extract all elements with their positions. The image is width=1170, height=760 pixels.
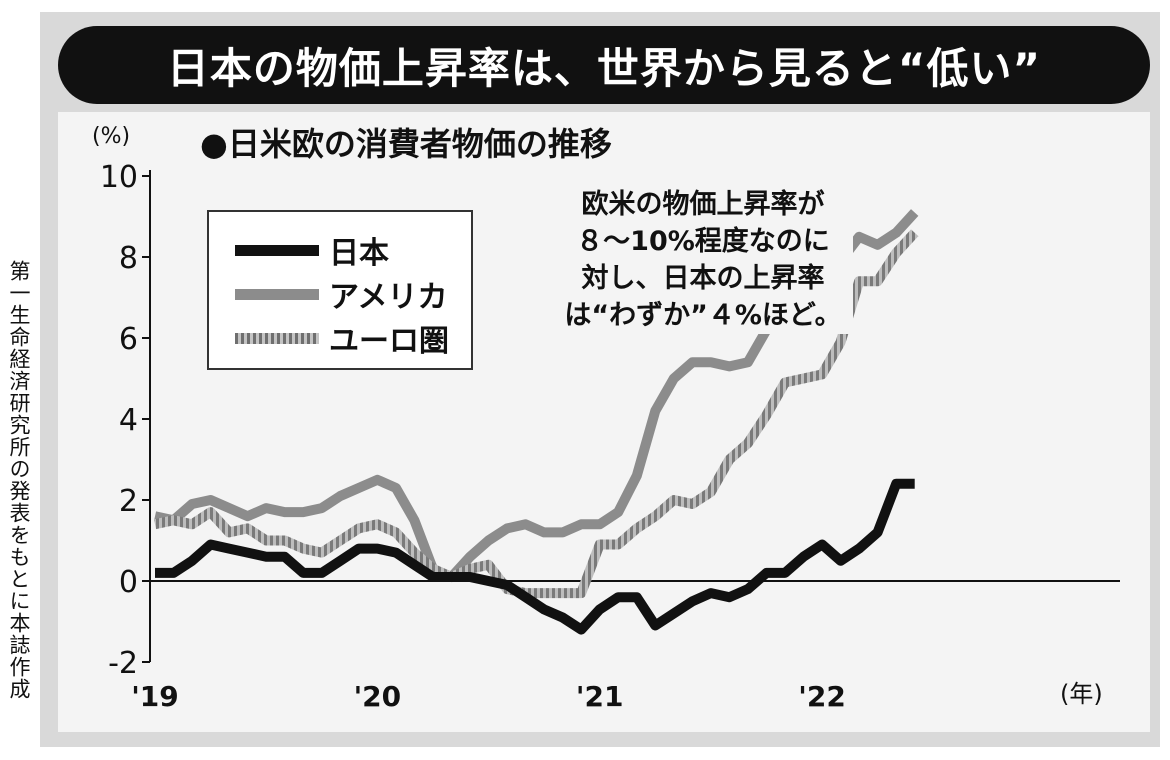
- y-tick-label: 8: [119, 241, 138, 276]
- series-line-euro: [153, 229, 919, 599]
- x-tick-label: '21: [576, 680, 624, 713]
- legend-label-euro: ユーロ圏: [329, 324, 449, 359]
- legend: 日本 アメリカ ユーロ圏: [207, 210, 473, 370]
- y-tick-label: 10: [100, 160, 138, 195]
- x-tick-label: '22: [798, 680, 846, 713]
- y-axis-unit: (%): [92, 124, 130, 149]
- legend-item-usa: アメリカ: [235, 272, 448, 316]
- chart-title: 日本の物価上昇率は、世界から見ると“低い”: [58, 26, 1150, 104]
- x-tick-label: '20: [354, 680, 402, 713]
- y-tick-label: 6: [119, 322, 138, 357]
- source-credit: 第一生命経済研究所の発表をもとに本誌作成: [7, 260, 31, 700]
- legend-swatch-japan: [235, 244, 319, 256]
- legend-label-usa: アメリカ: [329, 280, 448, 315]
- y-tick-label: 4: [119, 403, 138, 438]
- annotation-note: 欧米の物価上昇率が ８～10%程度なのに 対し、日本の上昇率 は“わずか”４%ほ…: [553, 186, 853, 334]
- series-line-japan: [155, 478, 915, 635]
- y-tick-label: 0: [119, 565, 138, 600]
- chart-subtitle: ●日米欧の消費者物価の推移: [200, 125, 612, 163]
- axes: -2 0 2 4 6 8 10 '19 '20 '21 '22: [100, 160, 1120, 713]
- y-tick-label: -2: [108, 646, 138, 681]
- legend-item-euro: ユーロ圏: [235, 316, 449, 360]
- legend-label-japan: 日本: [329, 236, 389, 271]
- x-axis-unit: (年): [1060, 680, 1103, 708]
- y-tick-label: 2: [119, 484, 138, 519]
- legend-swatch-euro: [235, 332, 319, 344]
- legend-item-japan: 日本: [235, 228, 389, 272]
- legend-swatch-usa: [235, 288, 319, 300]
- x-tick-label: '19: [131, 680, 179, 713]
